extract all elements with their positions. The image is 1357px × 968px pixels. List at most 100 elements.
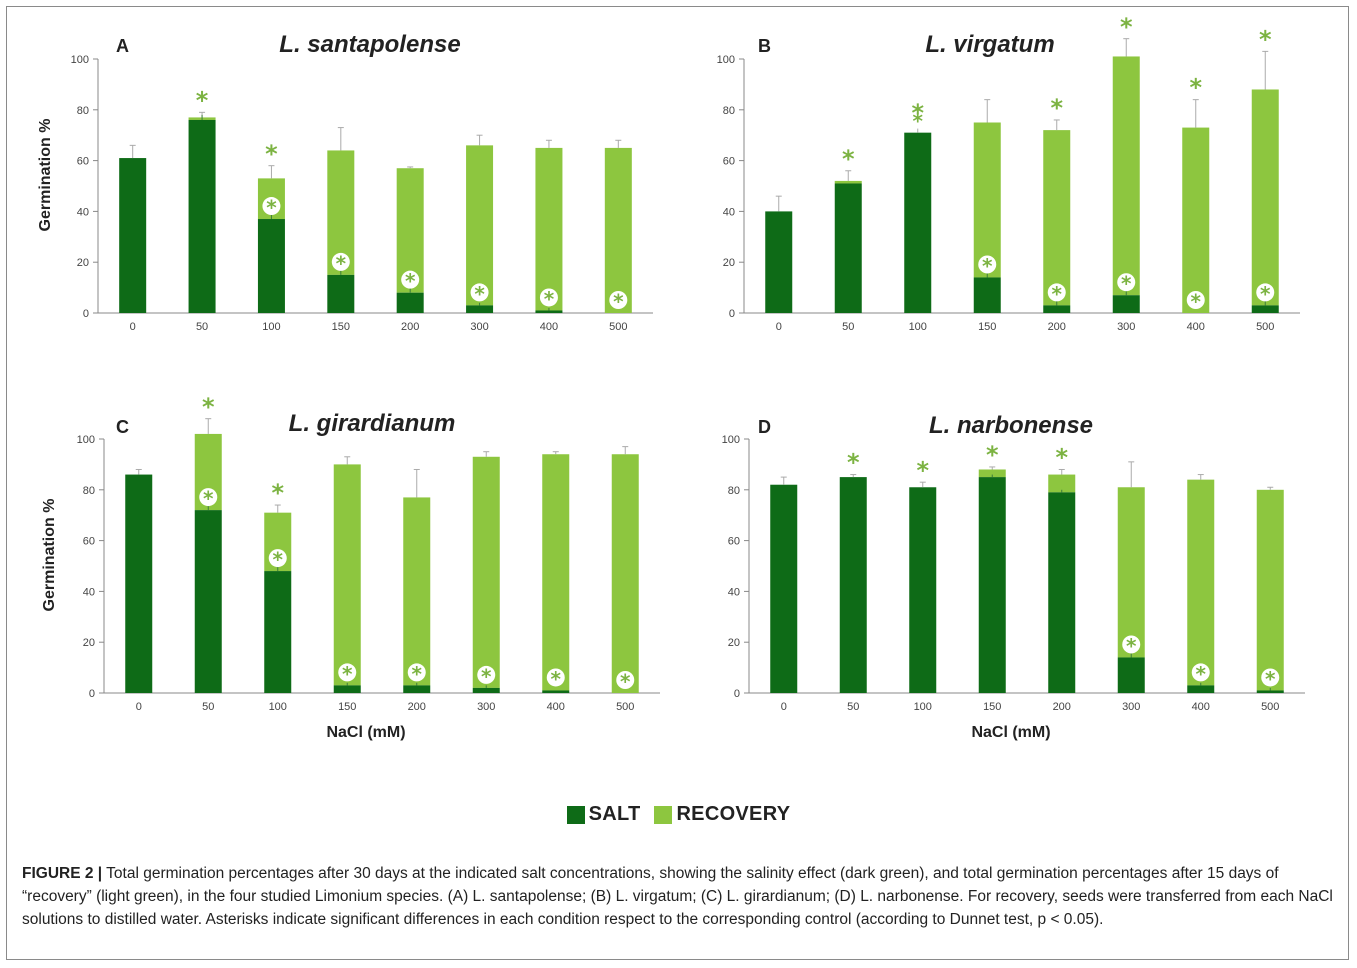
panel-b-y-tick-label: 100 [717, 54, 735, 66]
panel-b-star-inner: * [1121, 272, 1132, 296]
panel-a-star-top: * [196, 86, 209, 114]
panel-c-bar-recovery [542, 454, 570, 691]
caption-label: FIGURE 2 | [22, 865, 103, 882]
panel-a-y-tick-label: 0 [83, 308, 89, 320]
panel-b-y-tick-label: 80 [723, 105, 735, 117]
legend-label-salt: SALT [588, 803, 641, 825]
panel-d-bar-salt [978, 477, 1006, 693]
panel-c-x-tick-label: 100 [269, 701, 287, 713]
panel-a-star-inner: * [474, 282, 485, 306]
panel-d-bar-salt [1117, 657, 1145, 693]
panel-a-star-inner: * [266, 195, 277, 219]
panel-c-star-inner: * [203, 487, 214, 511]
panel-a-title: L. santapolense [279, 31, 460, 58]
panel-a-x-tick-label: 200 [401, 321, 419, 333]
panel-b-star-circle [1047, 283, 1066, 302]
panel-b-star-circle [1186, 291, 1205, 309]
panel-a-star-inner: * [336, 251, 347, 275]
panel-a-star-circle [470, 283, 489, 302]
legend-item-recovery: RECOVERY [654, 803, 790, 826]
panel-a-star-circle [331, 252, 350, 271]
panel-b-star-inner: * [1052, 282, 1063, 306]
panel-b-x-tick-label: 100 [909, 321, 927, 333]
panel-a-x-tick-label: 400 [540, 321, 558, 333]
panel-b-x-tick-label: 500 [1256, 321, 1274, 333]
panel-a-x-tick-label: 150 [332, 321, 350, 333]
panel-a-star-inner: * [613, 289, 624, 313]
panel-d-y-tick-label: 60 [728, 536, 740, 548]
panel-a-bar-salt [535, 310, 563, 313]
panel-a-bar-salt [396, 292, 424, 313]
legend-swatch-recovery [654, 805, 673, 824]
panel-a-star-circle [262, 197, 281, 216]
panel-d-star-top: * [916, 456, 929, 484]
panel-d-x-tick-label: 150 [983, 701, 1001, 713]
panel-a-bar-recovery [466, 145, 494, 306]
panel-a-star-top: * [265, 140, 278, 168]
panel-b-y-tick-label: 40 [723, 206, 735, 218]
panel-c-bar-salt [403, 685, 431, 693]
panel-d-star-circle [1122, 635, 1141, 654]
panel-a-bar-recovery [535, 147, 563, 311]
panel-c-x-tick-label: 50 [202, 701, 214, 713]
panel-c-star-inner: * [551, 667, 562, 691]
panel-b-bar-salt [1251, 305, 1279, 313]
figure-frame [6, 6, 1349, 960]
panel-c-title: L. girardianum [289, 410, 456, 437]
panel-c-star-circle [477, 665, 496, 684]
panel-c-star-circle [616, 671, 635, 689]
panel-b-y-tick-label: 60 [723, 156, 735, 168]
panel-b-star-top: * [1120, 13, 1133, 41]
panel-c-star-circle [199, 488, 218, 507]
panel-b-bar-recovery [1043, 130, 1071, 306]
panel-d-bar-recovery [1187, 479, 1215, 686]
panel-c-star-top: * [271, 479, 284, 507]
panel-a-y-axis-label: Germination % [37, 119, 54, 232]
panel-c-y-axis-label: Germination % [41, 499, 58, 612]
panel-c-bar-salt [194, 510, 222, 693]
panel-d-label: D [758, 417, 771, 437]
panel-d-y-tick-label: 0 [734, 688, 740, 700]
panel-a-star-circle [609, 291, 628, 309]
panel-b-x-tick-label: 150 [978, 321, 996, 333]
panel-a-y-tick-label: 20 [77, 257, 89, 269]
panel-b-bar-recovery [1112, 56, 1140, 296]
panel-b-bar-recovery [834, 180, 862, 184]
panel-c-y-tick-label: 20 [83, 637, 95, 649]
panel-a-bar-salt [327, 274, 355, 313]
panel-c-bar-salt [333, 685, 361, 693]
panel-b-bar-recovery [1182, 127, 1210, 313]
panel-d-x-tick-label: 400 [1192, 701, 1210, 713]
panel-b-star-inner: * [982, 254, 993, 278]
panel-c-bar-salt [125, 474, 153, 693]
panel-c-bar-salt [472, 687, 500, 693]
panel-b-bar-salt [973, 277, 1001, 313]
panel-d-x-tick-label: 500 [1261, 701, 1279, 713]
panel-d-x-tick-label: 100 [914, 701, 932, 713]
panel-c-star-circle [407, 663, 426, 682]
panel-a-star-circle [401, 270, 420, 289]
panel-b-title: L. virgatum [925, 31, 1054, 58]
panel-b-bar-salt [834, 183, 862, 313]
panel-b-x-tick-label: 200 [1048, 321, 1066, 333]
panel-d-x-tick-label: 50 [847, 701, 859, 713]
panel-d-bar-recovery [1256, 489, 1284, 691]
legend-label-recovery: RECOVERY [676, 803, 791, 825]
panel-a-bar-salt [188, 119, 216, 314]
panel-b-star-top: * [1259, 25, 1272, 53]
panel-b-x-tick-label: 50 [842, 321, 854, 333]
panel-a-y-tick-label: 40 [77, 206, 89, 218]
panel-a-label: A [116, 36, 129, 56]
panel-b-y-tick-label: 20 [723, 257, 735, 269]
panel-c-bar-recovery [611, 454, 639, 693]
panel-c-bar-recovery [403, 497, 431, 686]
figure-caption: FIGURE 2 | Total germination percentages… [22, 862, 1338, 931]
panel-b-label: B [758, 36, 771, 56]
panel-d-star-circle [1191, 663, 1210, 682]
panel-a-x-tick-label: 500 [609, 321, 627, 333]
panel-d-y-tick-label: 100 [722, 434, 740, 446]
panel-d-star-inner: * [1196, 662, 1207, 686]
panel-c-star-inner: * [342, 662, 353, 686]
panel-c-star-circle [338, 663, 357, 682]
